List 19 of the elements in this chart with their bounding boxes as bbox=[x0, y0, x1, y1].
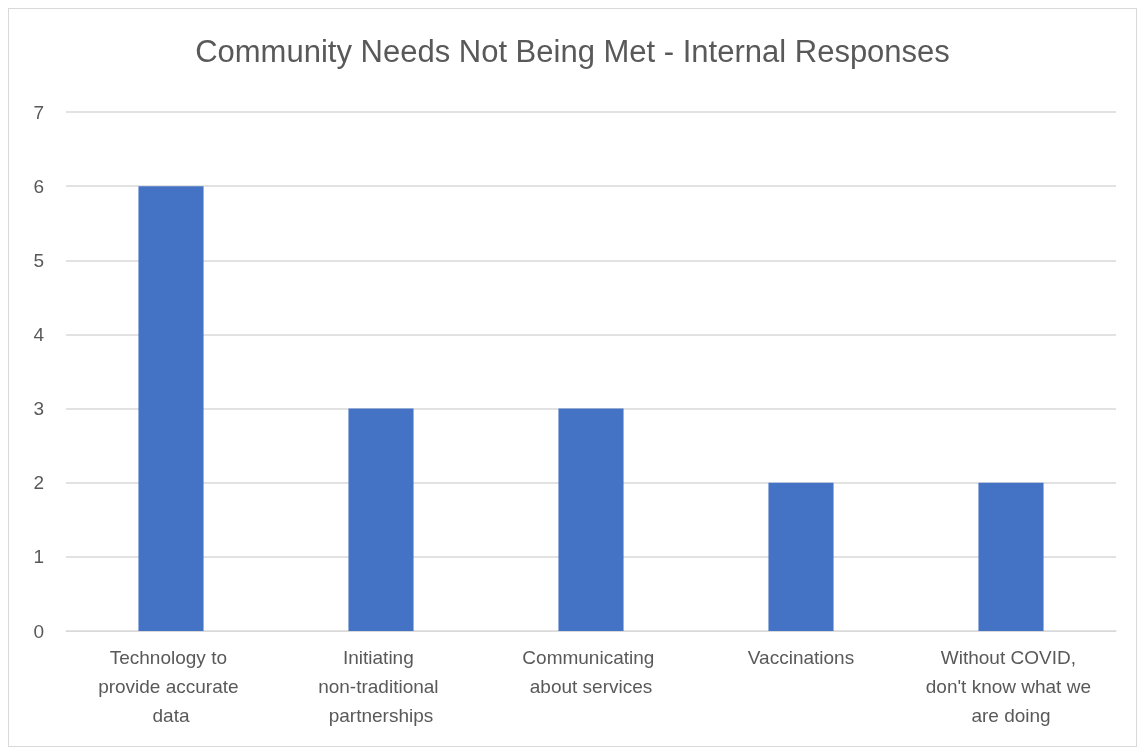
x-tick-label: Technology to provide accurate data bbox=[98, 647, 244, 726]
bar bbox=[978, 482, 1044, 631]
y-tick-label: 6 bbox=[33, 175, 44, 197]
y-tick-label: 0 bbox=[33, 620, 44, 642]
bar bbox=[138, 186, 204, 631]
y-tick-label: 5 bbox=[33, 249, 44, 271]
y-tick-label: 1 bbox=[33, 546, 44, 568]
bar bbox=[558, 408, 624, 631]
y-tick-label: 2 bbox=[33, 472, 44, 494]
x-tick-label: Vaccinations bbox=[747, 647, 855, 668]
x-tick-label: Without COVID, don't know what we are doing bbox=[925, 647, 1097, 726]
y-tick-label: 7 bbox=[33, 101, 44, 123]
x-tick-label: Communicating about services bbox=[522, 647, 660, 697]
y-tick-label: 4 bbox=[33, 323, 45, 345]
chart-title: Community Needs Not Being Met - Internal Responses bbox=[195, 34, 950, 69]
x-tick-label: Initiating non-traditional partnerships bbox=[318, 647, 444, 726]
bar bbox=[768, 482, 834, 631]
y-tick-label: 3 bbox=[33, 398, 44, 420]
bar bbox=[348, 408, 414, 631]
